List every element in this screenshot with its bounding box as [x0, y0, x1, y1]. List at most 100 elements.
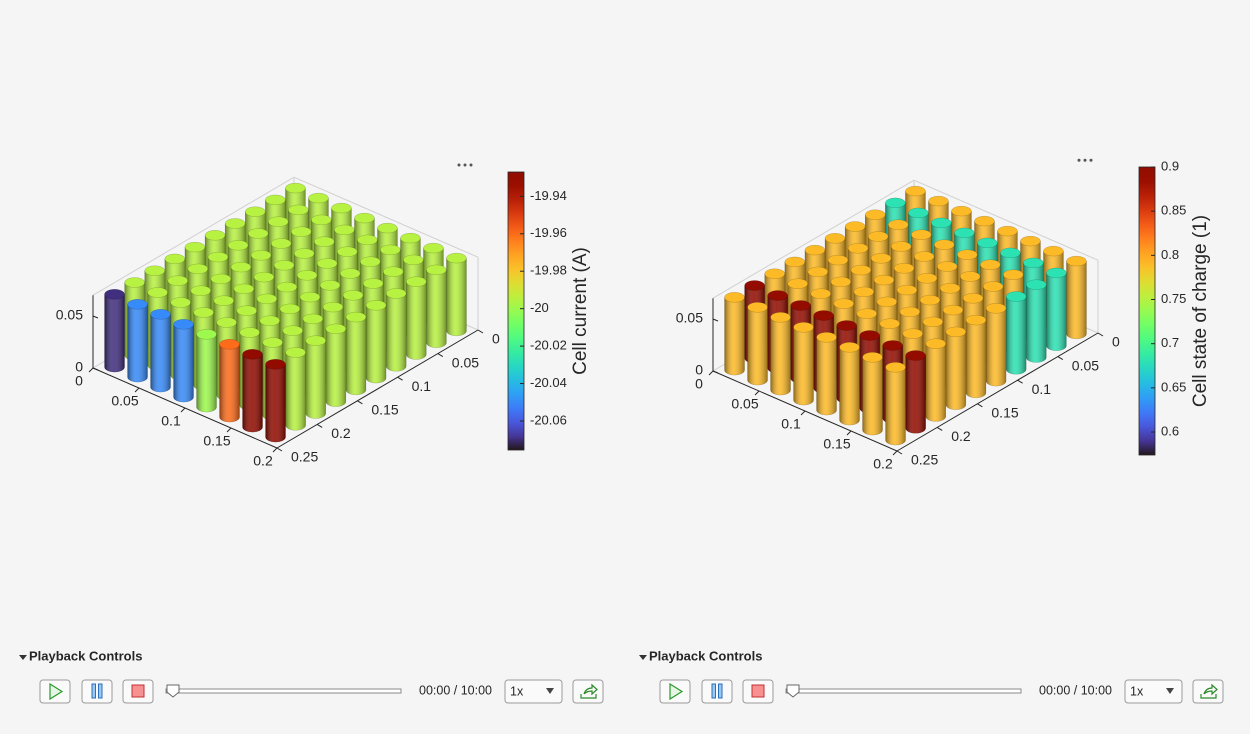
cell-top: [276, 281, 298, 293]
cell-top: [236, 305, 257, 316]
cell-top: [873, 274, 895, 286]
colorbar-tick-label: -20.04: [530, 375, 567, 390]
cell: [816, 332, 837, 416]
z-tick-label: 0.05: [676, 310, 703, 326]
speed-dropdown[interactable]: [504, 679, 563, 704]
cell-shade: [965, 320, 986, 398]
cell-top: [345, 311, 367, 323]
cell-top: [253, 271, 275, 283]
cell-top: [827, 254, 849, 266]
colorbar: [1138, 166, 1156, 456]
cell: [1046, 267, 1067, 351]
cell-top: [239, 327, 260, 338]
dot: [1077, 158, 1081, 162]
cell-shade: [386, 293, 407, 372]
cell-top: [291, 226, 312, 237]
cell: [724, 292, 745, 376]
colorbar-tick-label: 0.85: [1161, 203, 1186, 218]
cell-top: [377, 222, 398, 234]
time-display: 00:00 / 10:00: [1039, 683, 1112, 697]
cell-top: [1005, 291, 1027, 302]
slider-track[interactable]: [165, 688, 402, 694]
play-icon: [49, 682, 64, 701]
cell-top: [807, 266, 829, 278]
cell-shade: [905, 355, 926, 434]
playback-title: Playback Controls: [29, 648, 142, 663]
cell: [426, 264, 447, 348]
y-tick-label: 0.05: [452, 354, 479, 370]
cell-shade: [945, 331, 966, 410]
cell-top: [331, 202, 352, 214]
cell-shade: [770, 317, 791, 396]
cell-top: [196, 329, 217, 340]
cell-top: [273, 260, 295, 271]
cell-shade: [816, 337, 837, 416]
y-tick: [477, 329, 484, 334]
cell-shade: [885, 367, 906, 446]
pause-button[interactable]: [701, 679, 733, 704]
y-tick: [1057, 356, 1064, 361]
cell-top: [744, 280, 765, 291]
colorbar-tick-label: -19.98: [530, 263, 567, 278]
more-button[interactable]: [457, 163, 473, 167]
collapse-toggle[interactable]: [19, 655, 27, 660]
cell-top: [810, 288, 831, 299]
y-tick-label: 0.25: [911, 452, 938, 468]
cell-top: [259, 315, 280, 326]
colorbar-tick-label: -20.02: [530, 338, 567, 353]
cell: [219, 339, 240, 423]
x-tick: [272, 447, 278, 453]
speed-dropdown[interactable]: [1124, 679, 1183, 704]
y-tick: [437, 353, 444, 358]
box-edge: [913, 179, 1099, 261]
cell-top: [833, 298, 854, 309]
cell: [150, 309, 171, 393]
x-tick-label: 0.2: [253, 453, 273, 469]
cell-top: [150, 309, 171, 320]
cell-top: [247, 228, 269, 239]
cell-top: [893, 263, 915, 274]
cell: [925, 338, 946, 422]
y-tick-label: 0.2: [331, 425, 351, 441]
cell: [325, 323, 347, 407]
slider-thumb[interactable]: [786, 684, 800, 698]
colorbar-tick-label: 0.65: [1161, 379, 1186, 394]
cell-top: [265, 359, 286, 370]
collapse-toggle[interactable]: [639, 655, 647, 660]
cell-top: [959, 271, 981, 282]
cell-top: [839, 342, 860, 353]
cell-top: [913, 251, 935, 262]
cell-top: [339, 268, 361, 279]
cell-top: [380, 244, 401, 256]
cell-top: [403, 254, 424, 266]
cell-top: [164, 253, 186, 265]
slider-track[interactable]: [785, 688, 1022, 694]
cell-top: [954, 227, 975, 239]
cell: [406, 276, 427, 360]
dropdown-arrow: [546, 688, 554, 694]
cell-top: [224, 218, 246, 229]
cell-top: [1066, 255, 1087, 267]
colorbar-label: Cell state of charge (1): [1190, 215, 1211, 407]
cell-top: [213, 295, 234, 306]
x-tick-label: 0.15: [203, 433, 230, 449]
cell-top: [905, 350, 926, 361]
y-tick: [977, 403, 983, 408]
x-tick-label: 0.05: [731, 396, 758, 412]
cell-top: [357, 234, 378, 246]
cell-top: [865, 209, 886, 220]
colorbar: [507, 171, 525, 451]
slider-thumb[interactable]: [166, 684, 180, 698]
cell-top: [446, 252, 467, 264]
cell-top: [1003, 269, 1024, 280]
cell-top: [104, 289, 125, 300]
cell-top: [922, 316, 944, 328]
cell-top: [250, 250, 272, 261]
cell-top: [965, 314, 987, 326]
cell-top: [256, 293, 278, 305]
more-button[interactable]: [1077, 158, 1093, 162]
pause-button[interactable]: [81, 679, 113, 704]
cell-top: [285, 182, 306, 194]
cell-top: [982, 281, 1004, 292]
